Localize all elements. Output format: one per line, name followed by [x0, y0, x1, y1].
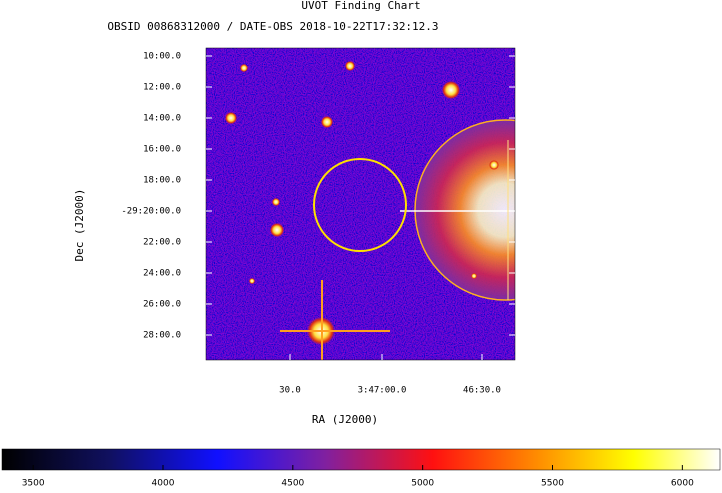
colorbar-tick-label: 4500 [281, 479, 304, 489]
y-axis-label: Dec (J2000) [73, 189, 86, 262]
y-tick-label: 28:00.0 [143, 331, 181, 341]
colorbar-tick-label: 6000 [671, 479, 694, 489]
colorbar-tick-label: 5000 [411, 479, 434, 489]
colorbar [1, 448, 721, 471]
y-tick-label: 26:00.0 [143, 300, 181, 310]
colorbar-tick-label: 4000 [152, 479, 175, 489]
y-tick-label: 22:00.0 [143, 238, 181, 248]
title: UVOT Finding Chart [301, 0, 420, 12]
colorbar-tick-label: 5500 [541, 479, 564, 489]
x-tick-label: 46:30.0 [463, 386, 501, 396]
y-tick-label: 16:00.0 [143, 145, 181, 155]
y-tick-label: 10:00.0 [143, 52, 181, 62]
x-tick-label: 30.0 [279, 386, 301, 396]
y-tick-label: 24:00.0 [143, 269, 181, 279]
x-axis-label: RA (J2000) [312, 413, 378, 426]
y-tick-label: -29:20:00.0 [121, 207, 181, 217]
image-frame [205, 47, 516, 361]
x-tick-label: 3:47:00.0 [358, 386, 407, 396]
subtitle: OBSID 00868312000 / DATE-OBS 2018-10-22T… [107, 20, 438, 33]
y-tick-label: 14:00.0 [143, 114, 181, 124]
colorbar-tick-label: 3500 [22, 479, 45, 489]
y-tick-label: 18:00.0 [143, 176, 181, 186]
sky-image [206, 48, 515, 360]
y-tick-label: 12:00.0 [143, 83, 181, 93]
